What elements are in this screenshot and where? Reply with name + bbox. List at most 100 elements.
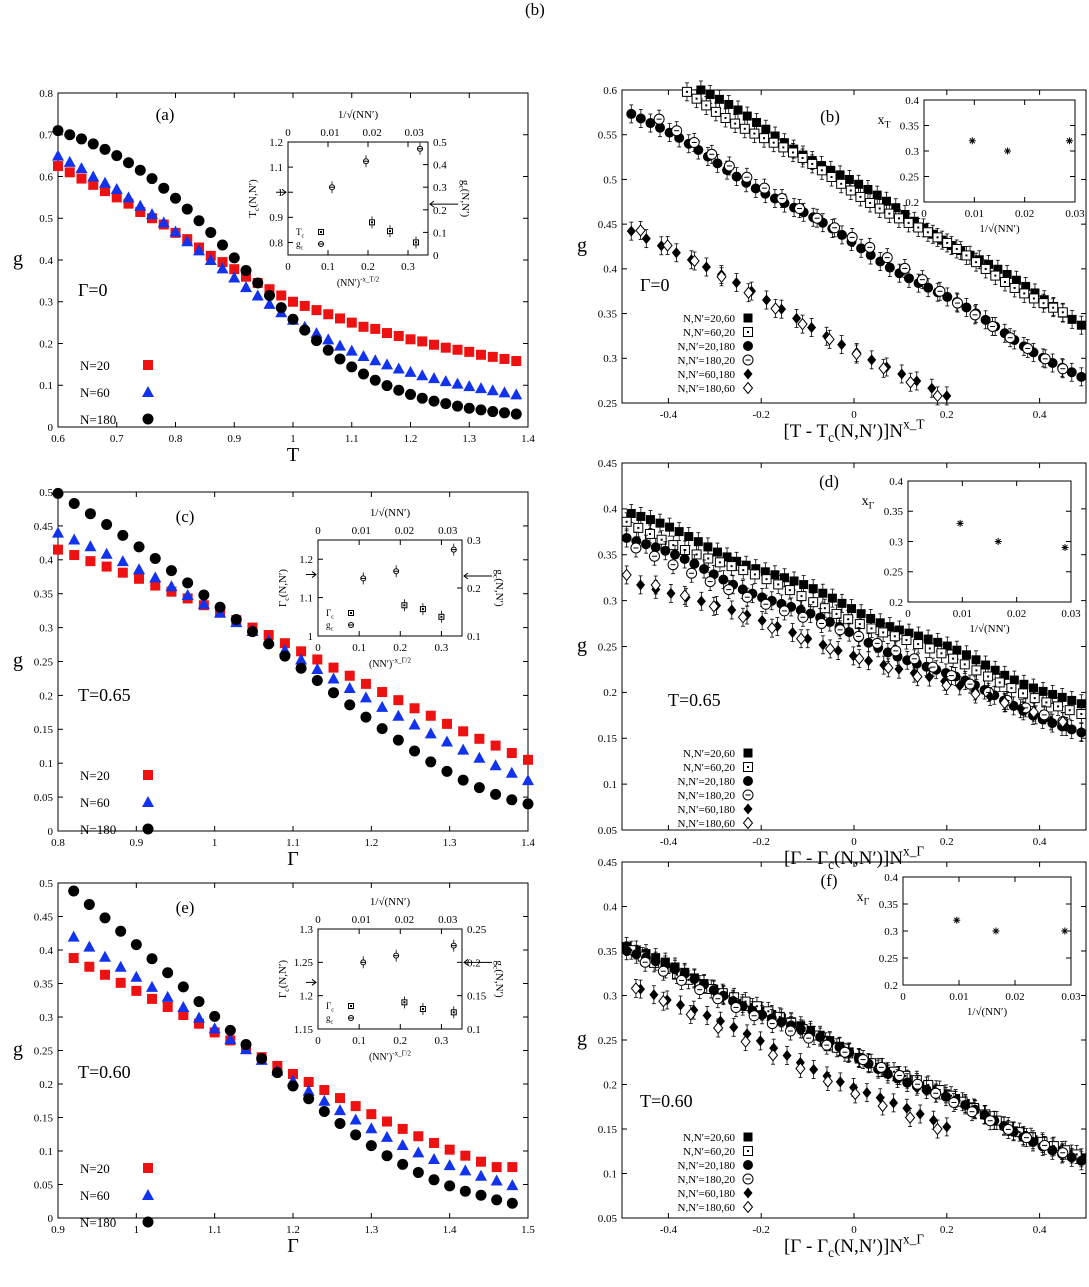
data-point: [275, 302, 287, 314]
inset-xlabel: 1/√(NN′): [979, 223, 1020, 235]
data-point: [727, 604, 737, 616]
data-point: [808, 597, 819, 608]
data-point: [350, 1101, 361, 1112]
inset-point: [450, 942, 457, 949]
x-axis-label: [Γ - Γc(N,N′)]Nx_Γ: [784, 843, 924, 871]
data-point: [942, 291, 953, 302]
data-point: [762, 294, 772, 306]
legend-marker: [742, 1173, 754, 1185]
legend-label: N=20: [80, 358, 110, 373]
y-tick-label: 0.35: [34, 589, 54, 601]
x-tick-label: 0.03: [1061, 991, 1081, 1003]
x-tick-label: 0.03: [1065, 208, 1085, 220]
data-point: [932, 1122, 943, 1136]
data-point: [985, 691, 995, 703]
data-point: [146, 173, 158, 185]
inset-top-tick-label: 0.02: [395, 914, 414, 926]
data-point: [84, 540, 97, 552]
data-point: [913, 222, 924, 233]
legend-label: N,N′=20,60: [683, 748, 735, 760]
legend-label: N,N′=60,20: [683, 1146, 735, 1158]
data-point: [110, 183, 123, 195]
data-point: [1076, 320, 1086, 330]
data-point: [648, 550, 660, 562]
data-point: [443, 1159, 456, 1171]
data-point: [216, 262, 229, 274]
legend-label: N,N′=20,180: [678, 341, 736, 353]
data-point: [635, 224, 646, 237]
data-point: [857, 1054, 869, 1066]
data-point: [1039, 1139, 1051, 1151]
data-point: [797, 152, 808, 163]
data-point: [64, 167, 75, 178]
legend-marker: [743, 1187, 753, 1199]
data-point: [287, 313, 299, 325]
data-point: [837, 339, 847, 351]
data-point: [459, 1185, 471, 1197]
inset-right-tick-label: 0.15: [467, 991, 487, 1003]
inset-right-tick-label: 0.25: [467, 924, 487, 936]
y-tick-label: 0.25: [34, 656, 54, 668]
x-tick-label: -0.2: [752, 836, 769, 848]
series-3: [639, 952, 1069, 1163]
x-tick-label: 0.4: [1033, 1224, 1047, 1236]
data-point: [875, 618, 885, 628]
data-point: [149, 571, 162, 583]
y-tick-label: 0.4: [603, 901, 617, 913]
legend-marker: [742, 816, 754, 830]
data-point: [987, 320, 999, 332]
inset-f: 0 0.01 0.02 0.03 0.2 0.25 0.3 0.35 0.4 xΓ 1/√(NN′): [857, 872, 1081, 1018]
data-point: [376, 700, 389, 712]
inset-ylabel-right: gc(N,N′): [491, 569, 505, 607]
data-point: [359, 691, 372, 703]
y-tick-label: 0.2: [39, 1079, 53, 1091]
data-point: [704, 576, 716, 588]
data-point: [924, 643, 935, 654]
x-tick-label: 0.2: [940, 836, 954, 848]
data-point: [405, 334, 416, 345]
x-tick-label: -0.4: [660, 1224, 678, 1236]
data-point: [685, 1008, 696, 1021]
inset-point: [369, 219, 375, 226]
data-point: [100, 969, 110, 980]
y-tick-label: 0.4: [39, 555, 53, 567]
data-point: [796, 591, 807, 602]
x-axis-label: Γ: [287, 1235, 299, 1257]
data-point: [409, 745, 421, 757]
data-point: [1039, 353, 1051, 365]
data-point: [52, 526, 64, 538]
data-point: [193, 996, 205, 1008]
data-point: [276, 290, 287, 301]
y-tick-label: 0.4: [884, 872, 898, 884]
x-tick-label: -0.4: [660, 409, 678, 421]
data-point: [1038, 686, 1048, 696]
data-point: [157, 216, 170, 228]
legend-label: N,N′=180,60: [678, 818, 736, 830]
data-point: [811, 212, 823, 224]
data-point: [499, 407, 510, 419]
data-point: [217, 239, 228, 251]
inset-top-xlabel: 1/√(NN′): [370, 507, 411, 519]
inset-ylabel-left: Γc(N,N′): [277, 960, 291, 998]
data-point: [942, 1121, 952, 1133]
data-point: [942, 237, 953, 248]
data-point: [639, 956, 651, 968]
legend-marker: [743, 368, 753, 380]
x-tick-label: 1: [134, 1224, 140, 1236]
data-point: [993, 264, 1003, 274]
inset-legend-label: gc: [326, 620, 334, 632]
y-axis-label: g: [577, 635, 587, 657]
x-tick-label: 0.6: [51, 433, 65, 445]
data-point: [452, 344, 463, 355]
data-point: [491, 1194, 503, 1206]
inset-right-tick-label: 0.2: [467, 957, 481, 969]
data-point: [146, 208, 158, 220]
data-point: [334, 1118, 346, 1130]
data-point: [626, 108, 637, 119]
data-point: [346, 317, 357, 328]
data-point: [696, 85, 706, 95]
x-tick-label: 1.1: [286, 837, 300, 849]
data-point: [932, 232, 943, 243]
legend-label: N,N′=60,180: [678, 804, 736, 816]
data-point: [903, 217, 914, 228]
